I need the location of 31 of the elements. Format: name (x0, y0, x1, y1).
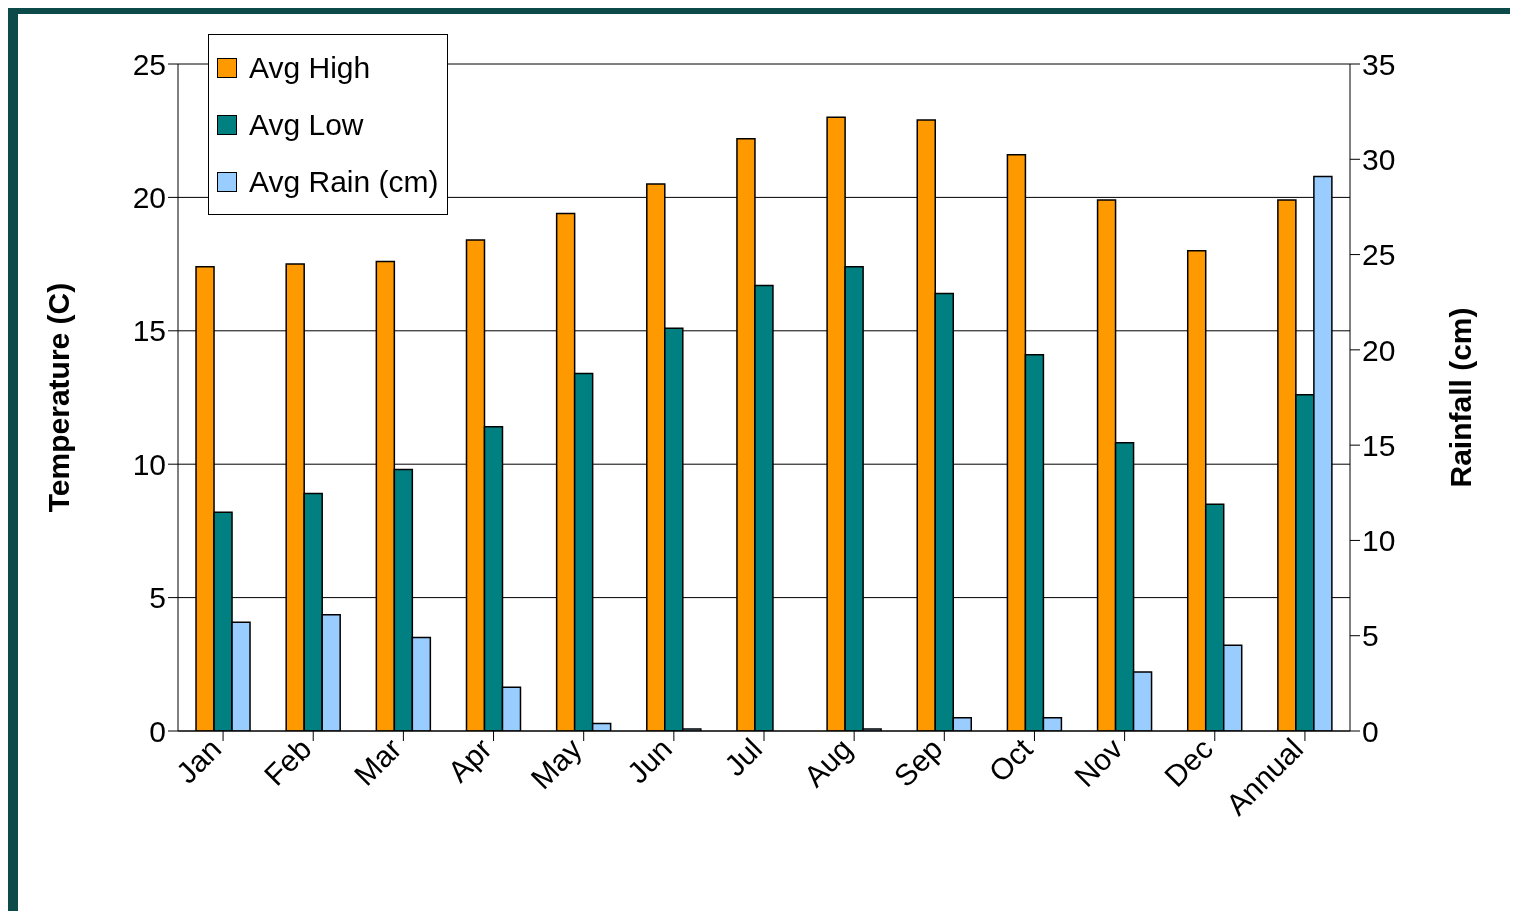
y2-tick-label: 30 (1362, 142, 1396, 176)
x-tick-label: Jun (620, 731, 679, 790)
legend-label: Avg High (249, 50, 371, 85)
x-tick-label: Apr (441, 731, 498, 789)
y-tick-label: 5 (149, 581, 166, 615)
x-tick-label: Jul (717, 731, 769, 783)
y2-tick-label: 20 (1362, 333, 1396, 367)
y2-tick-label: 35 (1362, 47, 1396, 81)
y-tick-label: 0 (149, 714, 166, 748)
y-tick-label: 20 (132, 181, 166, 215)
x-tick-label: Aug (797, 731, 859, 793)
x-tick-label: Nov (1067, 731, 1129, 793)
x-tick-label: Mar (347, 731, 408, 792)
x-tick-label: Oct (982, 731, 1040, 789)
y2-tick-label: 0 (1362, 714, 1379, 748)
y2-tick-label: 5 (1362, 619, 1379, 653)
y2-axis-title: Rainfall (cm) (1443, 307, 1477, 488)
legend-label: Avg Low (249, 107, 364, 142)
x-tick-label: Feb (257, 731, 318, 792)
y-tick-label: 15 (132, 314, 166, 348)
x-tick-label: Dec (1157, 731, 1220, 793)
legend-label: Avg Rain (cm) (249, 164, 439, 199)
y-tick-label: 25 (132, 47, 166, 81)
x-tick-label: May (524, 731, 588, 796)
y2-tick-label: 25 (1362, 238, 1396, 272)
y-axis-title: Temperature (C) (41, 282, 75, 513)
y-tick-label: 10 (132, 447, 166, 481)
x-tick-label: Sep (887, 731, 949, 793)
y2-tick-label: 10 (1362, 524, 1396, 558)
x-tick-label: Jan (169, 731, 228, 790)
y2-tick-label: 15 (1362, 428, 1396, 462)
